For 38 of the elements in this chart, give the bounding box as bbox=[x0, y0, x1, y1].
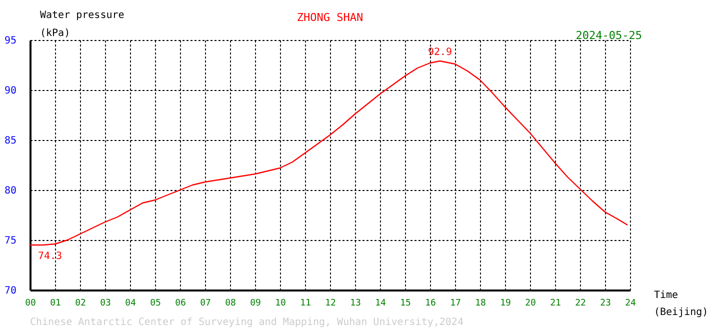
x-tick-label: 16 bbox=[425, 298, 436, 308]
x-tick-label: 07 bbox=[200, 298, 211, 308]
x-tick-label: 02 bbox=[75, 298, 86, 308]
x-tick-label: 15 bbox=[400, 298, 411, 308]
x-tick-label: 06 bbox=[175, 298, 186, 308]
x-tick-label: 09 bbox=[250, 298, 261, 308]
x-tick-label: 12 bbox=[325, 298, 336, 308]
y-tick-label: 80 bbox=[4, 186, 16, 196]
x-tick-label: 18 bbox=[475, 298, 486, 308]
x-tick-label: 11 bbox=[300, 298, 311, 308]
y-tick-label: 90 bbox=[4, 86, 16, 96]
chart-subtitle: 2024-05-25 bbox=[576, 29, 642, 42]
x-tick-label: 20 bbox=[525, 298, 536, 308]
line-series bbox=[29, 60, 628, 246]
x-tick-label: 10 bbox=[275, 298, 286, 308]
x-tick-label: 01 bbox=[50, 298, 61, 308]
y-tick-label: 85 bbox=[4, 136, 16, 146]
x-tick-label: 21 bbox=[550, 298, 561, 308]
x-tick-label: 03 bbox=[100, 298, 111, 308]
x-tick-label: 22 bbox=[575, 298, 586, 308]
chart-title: ZHONG SHAN bbox=[296, 11, 364, 24]
x-tick-label: 19 bbox=[500, 298, 511, 308]
x-tick-label: 00 bbox=[25, 298, 36, 308]
x-tick-label: 08 bbox=[225, 298, 236, 308]
x-tick-label: 04 bbox=[125, 298, 136, 308]
x-tick-label: 13 bbox=[350, 298, 361, 308]
annotation: 92.9 bbox=[428, 47, 452, 58]
y-tick-label: 95 bbox=[4, 36, 16, 46]
x-tick-label: 14 bbox=[375, 298, 386, 308]
y-tick-label: 70 bbox=[4, 286, 16, 296]
annotation: 74.3 bbox=[38, 251, 62, 262]
x-tick-label: 05 bbox=[150, 298, 161, 308]
y-tick-label: 75 bbox=[4, 236, 16, 246]
x-tick-label: 17 bbox=[450, 298, 461, 308]
y-axis-title: Water pressure (kPa) bbox=[40, 10, 124, 39]
x-tick-label: 23 bbox=[600, 298, 611, 308]
x-tick-label: 24 bbox=[625, 298, 636, 308]
x-axis-title: Time (Beijing) bbox=[654, 290, 708, 318]
